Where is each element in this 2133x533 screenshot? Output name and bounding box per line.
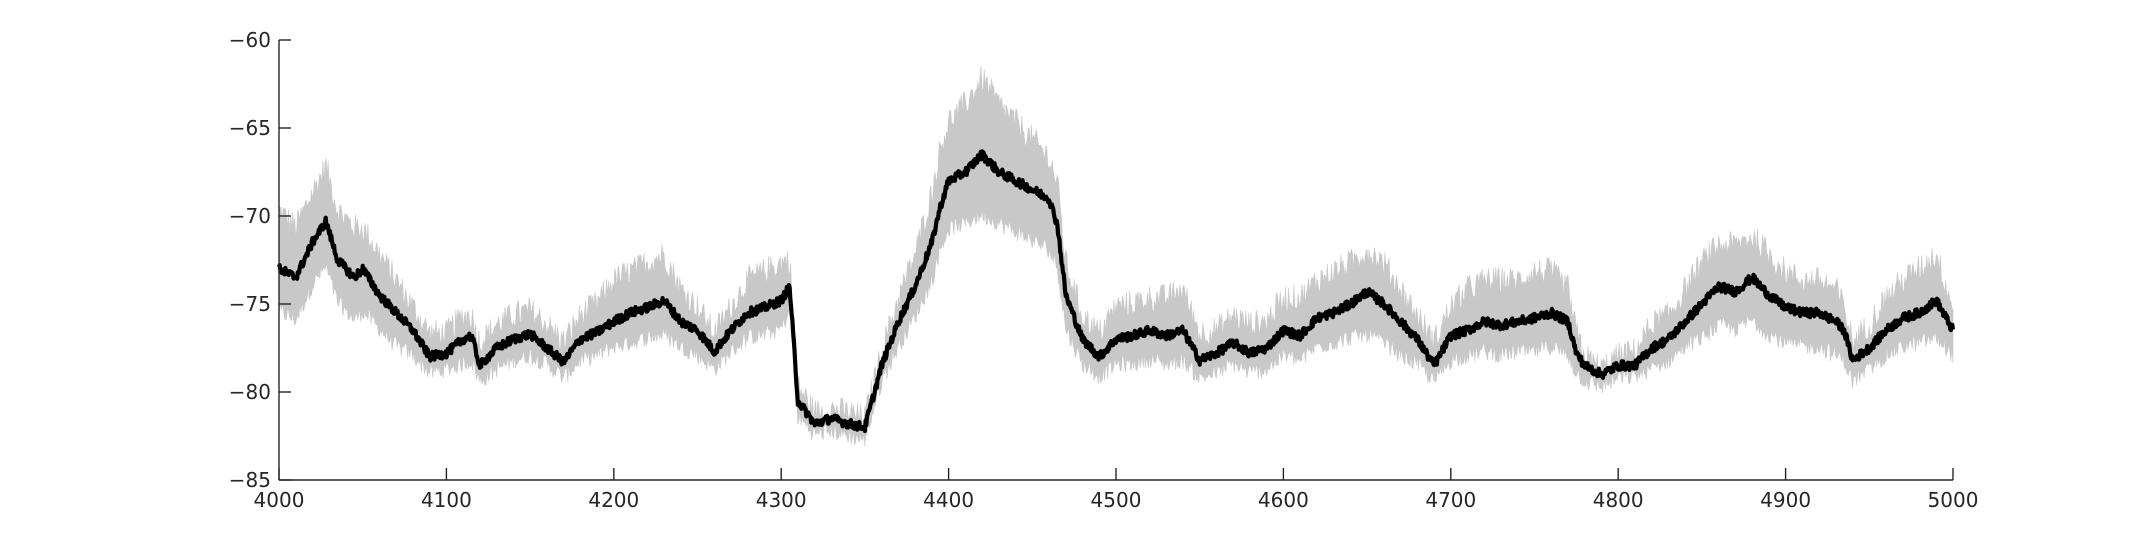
- y-tick-label: −60: [229, 28, 271, 52]
- y-tick-label: −75: [229, 292, 271, 316]
- x-axis-ticks: 4000 4100 4200 4300 4400 4500 4600 4700 4800 4900…: [254, 468, 1979, 512]
- y-tick-label: −65: [229, 116, 271, 140]
- x-tick-label: 4300: [756, 488, 807, 512]
- y-tick-label: −70: [229, 204, 271, 228]
- x-tick-label: 4900: [1760, 488, 1811, 512]
- axes: [278, 40, 1953, 481]
- x-tick-label: 4400: [923, 488, 974, 512]
- x-tick-label: 4500: [1091, 488, 1142, 512]
- y-tick-label: −80: [229, 380, 271, 404]
- y-tick-label: −85: [229, 468, 271, 492]
- x-tick-label: 4100: [421, 488, 472, 512]
- x-tick-label: 4700: [1425, 488, 1476, 512]
- mean-line: [277, 149, 1956, 434]
- spread-band: [278, 65, 1954, 447]
- x-tick-label: 4800: [1593, 488, 1644, 512]
- x-tick-label: 4600: [1258, 488, 1309, 512]
- x-tick-label: 4200: [588, 488, 639, 512]
- x-tick-label: 4000: [254, 488, 305, 512]
- x-tick-label: 5000: [1928, 488, 1979, 512]
- y-axis-ticks: −60 −65 −70 −75 −80 −85: [229, 28, 291, 492]
- plot-area: [277, 65, 1956, 447]
